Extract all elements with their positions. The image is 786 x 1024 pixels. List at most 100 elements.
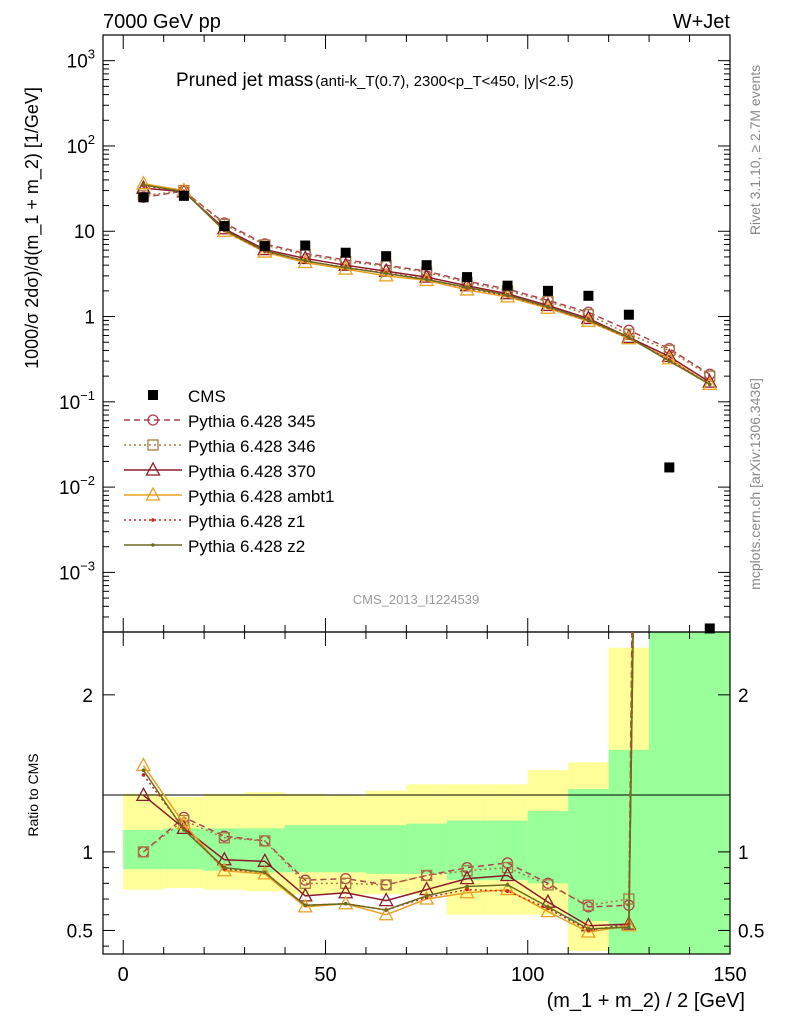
ratio-series-marker bbox=[465, 884, 469, 889]
plot-title-main: Pruned jet mass bbox=[176, 70, 313, 91]
legend-label: Pythia 6.428 345 bbox=[188, 412, 316, 431]
ratio-series-marker bbox=[384, 908, 388, 912]
main-y-axis-label: 1000/σ 2dσ)/d(m_1 + m_2) [1/GeV] bbox=[22, 87, 43, 369]
legend-label: Pythia 6.428 z1 bbox=[188, 512, 305, 531]
main-series-marker bbox=[499, 285, 516, 300]
main-series-marker bbox=[621, 330, 637, 345]
ratio-band-green bbox=[689, 632, 730, 954]
main-series-marker bbox=[338, 256, 354, 271]
cms-data-point bbox=[664, 462, 675, 473]
x-tick-label: 100 bbox=[511, 964, 544, 986]
main-y-tick-label: 10−3 bbox=[59, 558, 95, 584]
cms-data-point bbox=[502, 280, 513, 291]
main-series-marker bbox=[141, 183, 146, 187]
ratio-series-marker bbox=[542, 879, 554, 891]
cms-data-point bbox=[340, 247, 351, 258]
ratio-series-marker bbox=[340, 877, 352, 889]
ratio-series-marker bbox=[222, 865, 227, 870]
main-series-marker bbox=[586, 318, 591, 322]
ratio-series-marker bbox=[580, 923, 597, 938]
ratio-series-marker bbox=[420, 869, 433, 882]
legend-label: Pythia 6.428 ambt1 bbox=[188, 487, 334, 506]
main-series-marker bbox=[704, 370, 716, 382]
ratio-series-marker bbox=[505, 883, 510, 887]
main-series-marker bbox=[424, 277, 429, 282]
ratio-series-marker bbox=[499, 867, 516, 882]
ratio-series-marker bbox=[459, 870, 475, 885]
ratio-series-marker bbox=[380, 879, 392, 891]
x-axis-label: (m_1 + m_2) / 2 [GeV] bbox=[547, 990, 745, 1012]
cms-data-point bbox=[381, 251, 392, 262]
ratio-band-green bbox=[285, 825, 326, 873]
main-series-marker bbox=[580, 312, 597, 327]
process-label: W+Jet bbox=[673, 11, 731, 33]
legend-marker-cms bbox=[148, 390, 158, 400]
legend-label: Pythia 6.428 370 bbox=[188, 462, 316, 481]
cms-data-point bbox=[178, 190, 189, 201]
ratio-uncertainty-bands bbox=[123, 632, 730, 954]
plot-title: Pruned jet mass (anti-k_T(0.7), 2300<p_T<… bbox=[176, 70, 574, 91]
main-axis-ticks: 10−3 10−2 10−1 1 10 102 103 bbox=[59, 34, 731, 633]
ratio-panel-frame bbox=[102, 631, 731, 955]
ratio-band-green bbox=[325, 825, 366, 873]
ratio-y-tick-label: 0.5 bbox=[67, 921, 93, 942]
legend-marker bbox=[145, 461, 161, 476]
mcplots-note: mcplots.cern.ch [arXiv:1306.3436] bbox=[747, 378, 763, 590]
main-series-marker bbox=[343, 265, 348, 270]
main-series-marker bbox=[540, 297, 556, 312]
main-series-marker bbox=[667, 359, 672, 363]
ratio-series-marker bbox=[141, 768, 146, 773]
ratio-series-marker bbox=[424, 894, 429, 898]
ratio-series-marker bbox=[505, 889, 510, 893]
main-y-tick-label: 1 bbox=[84, 308, 95, 329]
cms-data-points bbox=[138, 190, 715, 634]
main-y-tick-label: 10−2 bbox=[59, 473, 95, 499]
legend-label: Pythia 6.428 z2 bbox=[188, 537, 305, 556]
ratio-band-green bbox=[163, 828, 205, 870]
energy-label: 7000 GeV pp bbox=[103, 11, 221, 33]
main-series-marker bbox=[384, 271, 388, 276]
ratio-series-marker bbox=[182, 828, 186, 832]
legend-label: Pythia 6.428 346 bbox=[188, 437, 316, 456]
main-series-marker bbox=[465, 285, 469, 290]
cms-data-point bbox=[623, 309, 634, 320]
ratio-y-tick-label: 1 bbox=[82, 843, 93, 864]
main-series-marker bbox=[135, 175, 152, 190]
main-series-line bbox=[143, 184, 711, 386]
ratio-band-green bbox=[568, 789, 609, 922]
ratio-series-marker bbox=[465, 887, 469, 892]
cms-data-point bbox=[259, 241, 270, 252]
cms-data-point bbox=[583, 290, 594, 301]
ratio-band-green bbox=[649, 632, 690, 954]
ratio-y-tick-label-right: 1 bbox=[738, 843, 749, 864]
ratio-band-green bbox=[123, 829, 164, 870]
ratio-series-marker bbox=[621, 915, 637, 930]
cms-data-point bbox=[219, 221, 230, 232]
ratio-series-group bbox=[135, 632, 637, 938]
legend-marker bbox=[147, 439, 159, 451]
ratio-series-marker bbox=[338, 895, 354, 910]
legend-marker bbox=[147, 414, 159, 426]
main-series-marker bbox=[303, 259, 308, 263]
ratio-series-marker bbox=[141, 773, 146, 777]
main-series-marker bbox=[627, 335, 631, 340]
ratio-series-line bbox=[142, 632, 633, 908]
cms-data-point bbox=[542, 285, 553, 296]
ratio-series-marker bbox=[627, 925, 631, 930]
ratio-series-marker bbox=[218, 832, 231, 844]
ratio-series-marker bbox=[303, 903, 308, 908]
main-series-marker bbox=[419, 268, 435, 283]
ratio-series-marker bbox=[546, 905, 550, 909]
cms-data-point bbox=[462, 272, 473, 283]
ratio-series-marker bbox=[586, 927, 591, 931]
cms-data-point bbox=[300, 240, 311, 251]
ratio-series-marker bbox=[257, 865, 273, 880]
ratio-band-green bbox=[365, 825, 407, 874]
legend: CMS Pythia 6.428 345 Pythia 6.428 346 Pythi… bbox=[124, 387, 334, 556]
ratio-series-marker bbox=[582, 899, 595, 911]
x-tick-label: 150 bbox=[713, 964, 746, 986]
main-series-marker bbox=[663, 344, 675, 357]
ratio-y-axis-label: Ratio to CMS bbox=[25, 753, 41, 836]
main-y-tick-label: 102 bbox=[67, 132, 95, 158]
